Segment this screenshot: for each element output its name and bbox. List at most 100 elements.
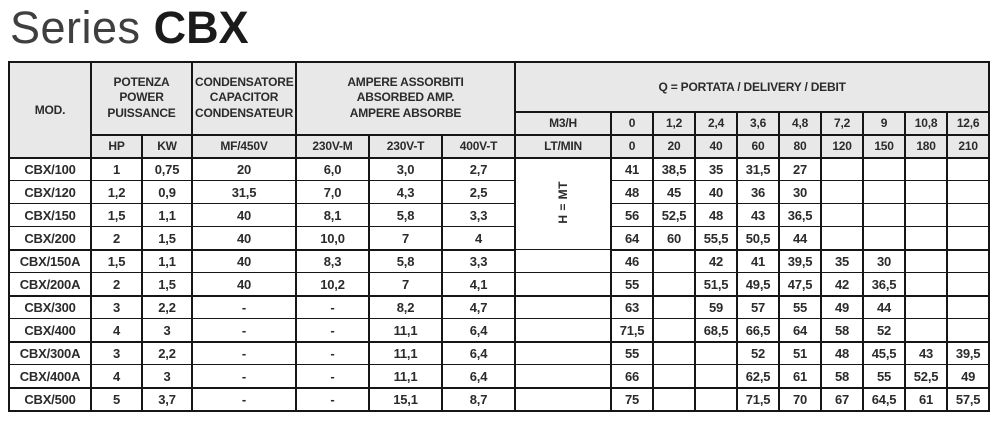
q-cell: 63 (610, 295, 655, 320)
table-row: CBX/400A 4 3- -11,1 6,4 66 62,5 61 58 55 52,5 49 (8, 364, 991, 389)
q-cell: 71,5 (736, 387, 781, 412)
spec-cell: 40 (191, 249, 297, 274)
header-hp: HP (90, 133, 143, 159)
spec-cell: 31,5 (191, 180, 297, 205)
spec-cell: 1,1 (141, 249, 193, 274)
q-cell: 45,5 (862, 341, 907, 366)
spec-cell: 8,7 (440, 387, 517, 412)
q-cell (946, 180, 991, 205)
spec-cell: 1,1 (141, 203, 193, 228)
spec-cell: - (191, 387, 297, 412)
model-cell: CBX/100 (8, 157, 92, 182)
q-cell: 44 (862, 295, 907, 320)
spec-cell: 2,7 (440, 157, 517, 182)
header-capacitor: CONDENSATORE CAPACITOR CONDENSATEUR (191, 60, 297, 136)
table-row: CBX/400 4 3- -11,1 6,4 71,5 68,5 66,5 64 58 52 (8, 318, 991, 343)
model-cell: CBX/500 (8, 387, 92, 412)
q-cell: 55 (610, 341, 655, 366)
q-cell: 36,5 (862, 272, 907, 297)
model-cell: CBX/120 (8, 180, 92, 205)
q-cell: 48 (610, 180, 655, 205)
q-cell (652, 387, 697, 412)
q-cell: 42 (820, 272, 865, 297)
spec-cell: 5,8 (368, 203, 443, 228)
spec-cell: 8,3 (295, 249, 370, 274)
q-cell: 61 (904, 387, 949, 412)
header-q-title: Q = PORTATA / DELIVERY / DEBIT (514, 60, 991, 113)
q-cell: 48 (820, 341, 865, 366)
table-row: CBX/200A 2 1,5 40 10,2 7 4,1 55 51,5 49,5 47,5 42 36… (8, 272, 991, 297)
q-cell: 75 (610, 387, 655, 412)
model-cell: CBX/150A (8, 249, 92, 274)
spec-cell: - (191, 295, 297, 320)
header-power: POTENZA POWER PUISSANCE (90, 60, 193, 136)
model-cell: CBX/300 (8, 295, 92, 320)
spec-cell: 3,3 (440, 249, 517, 274)
spec-cell: 15,1 (368, 387, 443, 412)
q-cell: 52,5 (904, 364, 949, 389)
spec-cell: 1,5 (90, 203, 143, 228)
spec-cell: 1,5 (141, 226, 193, 251)
spec-cell: 3,7 (141, 387, 193, 412)
q-cell: 64,5 (862, 387, 907, 412)
spec-cell: - (295, 364, 370, 389)
spec-cell: 8,1 (295, 203, 370, 228)
spec-cell: 1,2 (90, 180, 143, 205)
q-cell (946, 272, 991, 297)
spec-cell: 4 (440, 226, 517, 251)
model-cell: CBX/400 (8, 318, 92, 343)
q-cell: 35 (694, 157, 739, 182)
q-cell: 31,5 (736, 157, 781, 182)
header-m3h-value: 4,8 (778, 110, 823, 136)
q-cell: 58 (820, 364, 865, 389)
q-cell (652, 341, 697, 366)
q-cell: 52,5 (652, 203, 697, 228)
spec-cell: - (191, 341, 297, 366)
h-mt-cell (514, 318, 613, 343)
h-mt-cell (514, 272, 613, 297)
q-cell: 52 (736, 341, 781, 366)
spec-cell: 40 (191, 272, 297, 297)
spec-cell: - (295, 318, 370, 343)
spec-cell: - (191, 364, 297, 389)
model-cell: CBX/200A (8, 272, 92, 297)
header-ltmin-value: 150 (862, 133, 907, 159)
spec-cell: 3 (141, 318, 193, 343)
table-row: CBX/120 1,2 0,9 31,5 7,0 4,3 2,5 48 45 40 36 30 (8, 180, 991, 205)
header-230v-t: 230V-T (368, 133, 443, 159)
spec-cell: 7,0 (295, 180, 370, 205)
spec-cell: 1 (90, 157, 143, 182)
q-cell (862, 157, 907, 182)
table-row: CBX/200 2 1,5 40 10,0 7 4 64 60 55,5 50,5 44 (8, 226, 991, 251)
header-mod: MOD. (8, 60, 92, 159)
q-cell: 55 (610, 272, 655, 297)
q-cell: 55 (862, 364, 907, 389)
spec-cell: 2,2 (141, 341, 193, 366)
q-cell (694, 387, 739, 412)
spec-cell: 4,7 (440, 295, 517, 320)
q-cell: 39,5 (778, 249, 823, 274)
h-mt-label: H = MT (556, 181, 571, 224)
q-cell (862, 226, 907, 251)
model-cell: CBX/400A (8, 364, 92, 389)
q-cell: 41 (610, 157, 655, 182)
spec-cell: 5,8 (368, 249, 443, 274)
spec-cell: 3 (90, 341, 143, 366)
q-cell: 49 (820, 295, 865, 320)
spec-cell: 4 (90, 364, 143, 389)
table-row: CBX/150A 1,5 1,1 40 8,3 5,8 3,3 46 42 41 39,5 35 30 (8, 249, 991, 274)
spec-cell: 3 (141, 364, 193, 389)
q-cell (904, 157, 949, 182)
q-cell: 43 (904, 341, 949, 366)
header-m3h-value: 10,8 (904, 110, 949, 136)
q-cell (904, 249, 949, 274)
spec-cell: 10,2 (295, 272, 370, 297)
header-m3h: M3/H (514, 110, 613, 136)
header-ltmin: LT/MIN (514, 133, 613, 159)
q-cell: 42 (694, 249, 739, 274)
spec-cell: 6,4 (440, 318, 517, 343)
q-cell: 38,5 (652, 157, 697, 182)
q-cell: 30 (778, 180, 823, 205)
table-row: CBX/300A 3 2,2- -11,1 6,4 55 52 51 48 45,5 43 39,5 (8, 341, 991, 366)
q-cell: 36,5 (778, 203, 823, 228)
